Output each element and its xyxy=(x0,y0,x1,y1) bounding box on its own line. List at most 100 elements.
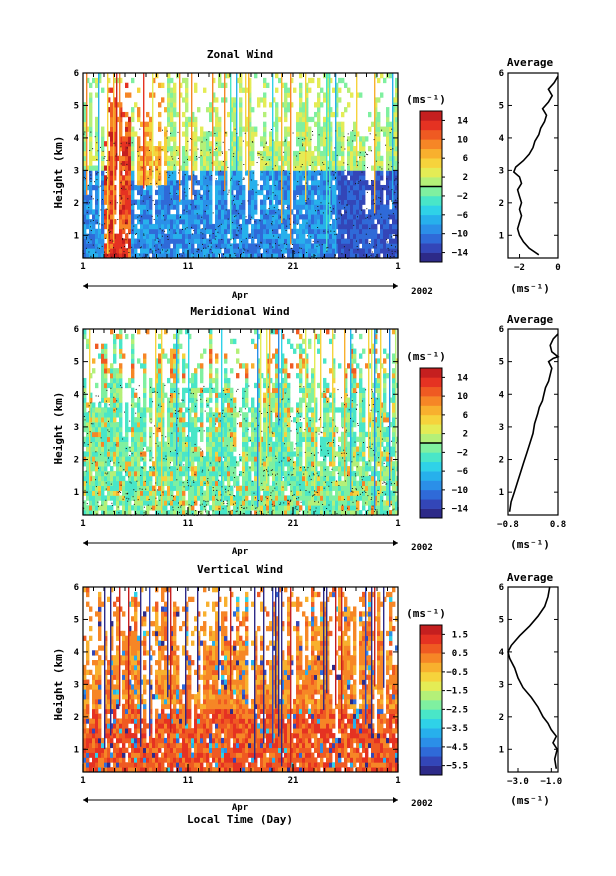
heatmap-cell xyxy=(191,441,195,447)
heatmap-cell xyxy=(158,422,162,428)
heatmap-cell xyxy=(218,209,222,215)
heatmap-cell xyxy=(323,228,327,235)
heatmap-cell xyxy=(113,160,117,166)
heatmap-cell xyxy=(149,248,153,254)
heatmap-cell xyxy=(182,495,186,501)
heatmap-cell xyxy=(200,146,204,152)
heatmap-cell xyxy=(320,126,324,132)
heatmap-cell xyxy=(101,209,105,215)
heatmap-cell xyxy=(182,175,186,181)
heatmap-cell xyxy=(185,238,189,244)
heatmap-cell xyxy=(389,170,393,176)
heatmap-cell xyxy=(155,368,159,374)
heatmap-cell xyxy=(101,490,105,496)
heatmap-cell xyxy=(89,238,93,244)
heatmap-cell xyxy=(233,160,237,166)
heatmap-cell xyxy=(230,475,234,482)
heatmap-cell xyxy=(218,243,222,249)
heatmap-cell xyxy=(95,248,99,254)
contour-dot xyxy=(323,163,325,165)
heatmap-cell xyxy=(95,82,99,89)
heatmap-cell xyxy=(83,141,87,147)
heatmap-cell xyxy=(185,253,189,259)
heatmap-cell xyxy=(206,165,210,171)
heatmap-cell xyxy=(101,204,105,210)
heatmap-cell xyxy=(362,194,366,200)
heatmap-cell xyxy=(200,456,204,462)
heatmap-cell xyxy=(95,214,99,220)
heatmap-cell xyxy=(134,431,138,438)
heatmap-cell xyxy=(230,392,234,398)
contour-dot xyxy=(356,246,358,247)
heatmap-cell xyxy=(221,253,225,259)
heatmap-cell xyxy=(278,141,282,147)
heatmap-cell xyxy=(227,219,231,225)
heatmap-cell xyxy=(383,219,387,225)
heatmap-cell xyxy=(146,505,150,511)
heatmap-cell xyxy=(347,253,351,259)
heatmap-cell xyxy=(236,194,240,200)
heatmap-cell xyxy=(230,116,234,123)
heatmap-cell xyxy=(143,500,147,506)
heatmap-cell xyxy=(203,466,207,472)
heatmap-cell xyxy=(332,175,336,181)
contour-dot xyxy=(250,218,252,220)
heatmap-cell xyxy=(137,111,141,118)
heatmap-cell xyxy=(302,141,306,147)
heatmap-cell xyxy=(170,77,174,84)
heatmap-cell xyxy=(248,141,252,147)
heatmap-cell xyxy=(140,475,144,482)
heatmap-cell xyxy=(230,228,234,235)
heatmap-cell xyxy=(386,223,390,230)
heatmap-cell xyxy=(170,214,174,220)
heatmap-cell xyxy=(233,397,237,403)
heatmap-cell xyxy=(302,136,306,142)
heatmap-cell xyxy=(233,111,237,118)
contour-dot xyxy=(391,128,393,130)
heatmap-cell xyxy=(110,363,114,369)
heatmap-cell xyxy=(368,126,372,132)
heatmap-cell xyxy=(101,426,105,433)
heatmap-cell xyxy=(395,97,399,103)
heatmap-cell xyxy=(107,505,111,511)
contour-dot xyxy=(100,146,101,148)
contour-dot xyxy=(243,164,245,165)
heatmap-cell xyxy=(248,170,252,176)
heatmap-cell xyxy=(92,466,96,472)
heatmap-cell xyxy=(173,223,177,230)
heatmap-cell xyxy=(122,189,126,196)
heatmap-cell xyxy=(203,160,207,166)
heatmap-cell xyxy=(158,189,162,196)
heatmap-cell xyxy=(86,426,90,433)
heatmap-cell xyxy=(347,87,351,93)
heatmap-cell xyxy=(185,146,189,152)
heatmap-cell xyxy=(173,348,177,354)
heatmap-cell xyxy=(119,392,123,398)
heatmap-cell xyxy=(89,92,93,98)
heatmap-cell xyxy=(164,441,168,447)
contour-dot xyxy=(388,186,390,188)
heatmap-cell xyxy=(83,180,87,186)
heatmap-cell xyxy=(194,160,198,166)
heatmap-cell xyxy=(101,180,105,186)
heatmap-cell xyxy=(296,238,300,244)
heatmap-cell xyxy=(188,485,192,491)
heatmap-cell xyxy=(131,505,135,511)
heatmap-cell xyxy=(338,194,342,200)
heatmap-cell xyxy=(221,485,225,491)
heatmap-cell xyxy=(206,495,210,501)
heatmap-cell xyxy=(173,253,177,259)
heatmap-cell xyxy=(170,155,174,162)
heatmap-cell xyxy=(371,165,375,171)
heatmap-cell xyxy=(197,238,201,244)
heatmap-cell xyxy=(242,480,246,487)
heatmap-cell xyxy=(371,199,375,205)
contour-dot xyxy=(274,185,276,186)
heatmap-cell xyxy=(128,253,132,259)
heatmap-cell xyxy=(218,417,222,423)
contour-dot xyxy=(250,179,252,181)
heatmap-cell xyxy=(89,412,93,418)
heatmap-cell xyxy=(293,155,297,162)
contour-dot xyxy=(131,142,133,144)
heatmap-cell xyxy=(194,451,198,457)
